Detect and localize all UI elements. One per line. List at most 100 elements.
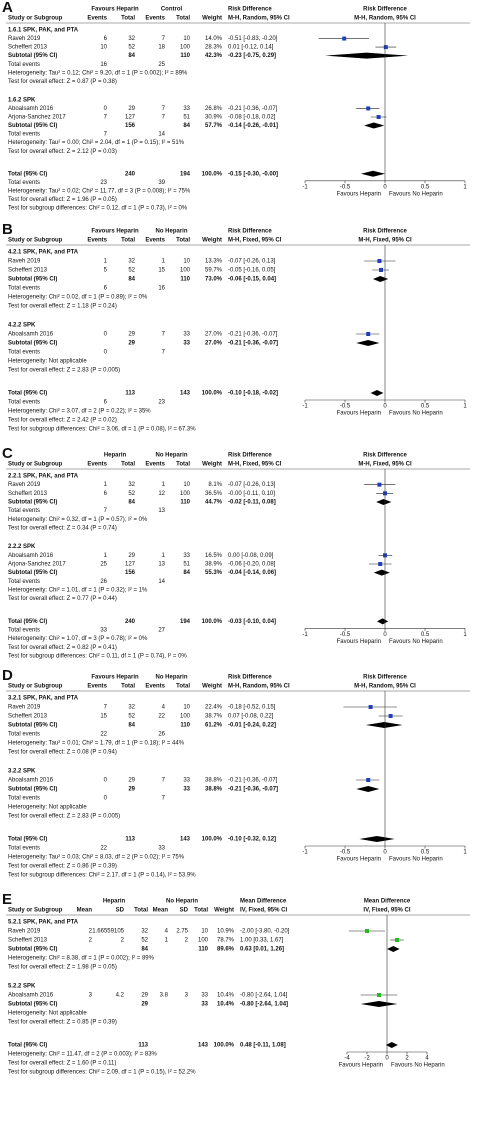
row-cell: 25 <box>158 62 165 68</box>
tick-label: 0 <box>383 632 387 638</box>
row-label: Total (95% CI) <box>8 1043 47 1049</box>
study-marker <box>368 705 373 709</box>
row-cell: 2 <box>185 938 189 944</box>
row-cell: 23 <box>100 180 107 186</box>
row-cell: 4.2 <box>116 993 125 999</box>
row-cell: 1.66559105 <box>92 929 124 935</box>
row-label: Heterogeneity: Chi² = 1.07, df = 3 (P = … <box>8 636 148 642</box>
row-label: Test for subgroup differences: Chi² = 0.… <box>8 206 188 212</box>
column-header: Study or Subgroup <box>8 238 63 244</box>
row-cell: 113 <box>125 837 135 843</box>
row-label: Subtotal (95% CI) <box>8 277 57 283</box>
study-marker <box>379 268 383 272</box>
row-cell: 38.8% <box>205 787 223 793</box>
effect-header: Mean Difference <box>240 899 287 905</box>
row-label: Subtotal (95% CI) <box>8 123 57 129</box>
row-cell: 16 <box>158 286 165 292</box>
row-cell: 1 <box>104 259 108 265</box>
row-cell: 1 <box>162 482 166 488</box>
row-label: Scheffert 2013 <box>8 268 48 274</box>
tick-label: -4 <box>344 1056 350 1062</box>
row-label: 3.2.1 SPK, PAK, and PTA <box>8 696 79 702</box>
row-cell: 127 <box>125 115 136 121</box>
row-cell: 32 <box>128 259 135 265</box>
row-cell: 100.0% <box>202 171 223 177</box>
row-cell: 27.0% <box>205 341 223 347</box>
row-cell: 143 <box>180 837 191 843</box>
study-marker <box>377 259 382 263</box>
column-header: Events <box>145 16 165 22</box>
row-cell: 23 <box>158 400 165 406</box>
pooled-diamond <box>376 499 392 505</box>
row-label: Test for overall effect: Z = 2.12 (P = 0… <box>8 149 117 155</box>
group-header: No Heparin <box>155 229 187 235</box>
column-header: M-H, Fixed, 95% CI <box>358 462 412 468</box>
row-label: Raveh 2019 <box>8 36 41 42</box>
row-label: Total (95% CI) <box>8 171 47 177</box>
row-cell: 84 <box>128 277 135 283</box>
row-label: Test for overall effect: Z = 0.86 (P = 0… <box>8 864 117 870</box>
row-label: Total events <box>8 579 40 585</box>
tick-label: 0.5 <box>421 404 430 410</box>
column-header: M-H, Fixed, 95% CI <box>228 238 282 244</box>
row-label: Test for overall effect: Z = 0.08 (P = 0… <box>8 750 117 756</box>
study-marker <box>376 115 381 119</box>
row-cell: 0 <box>104 796 108 802</box>
row-label: Test for overall effect: Z = 0.85 (P = 0… <box>8 1020 117 1026</box>
column-header: IV, Fixed, 95% CI <box>363 908 410 914</box>
row-cell: -0.05 [-0.16, 0.05] <box>228 268 276 274</box>
row-label: Heterogeneity: Not applicable <box>8 1011 87 1017</box>
column-header: Total <box>176 238 190 244</box>
row-label: Raveh 2019 <box>8 929 41 935</box>
row-label: Heterogeneity: Chi² = 1.01, df = 1 (P = … <box>8 588 148 594</box>
row-cell: 110 <box>180 277 190 283</box>
row-cell: 10 <box>183 482 190 488</box>
row-label: Subtotal (95% CI) <box>8 500 57 506</box>
row-cell: 1 <box>162 259 166 265</box>
row-cell: 29 <box>128 787 135 793</box>
panel-label: B <box>2 221 13 238</box>
column-header: Events <box>145 238 165 244</box>
row-cell: 10 <box>183 259 190 265</box>
pooled-diamond <box>356 340 380 346</box>
column-header: Events <box>145 684 165 690</box>
row-cell: 33 <box>183 341 190 347</box>
row-cell: 0 <box>104 106 108 112</box>
pooled-diamond <box>325 52 409 59</box>
row-cell: 33 <box>158 846 165 852</box>
row-label: Total events <box>8 508 40 514</box>
axis-footer: Favours No Heparin <box>389 411 443 417</box>
row-cell: 78.7% <box>217 938 235 944</box>
row-cell: 10.9% <box>217 929 235 935</box>
row-cell: 14 <box>158 579 165 585</box>
row-cell: -0.03 [-0.10, 0.04] <box>228 619 276 625</box>
row-cell: 7 <box>162 796 166 802</box>
row-cell: 55.3% <box>205 570 223 576</box>
row-cell: 27.0% <box>205 332 223 338</box>
row-cell: 7 <box>162 350 166 356</box>
row-cell: 7 <box>162 778 166 784</box>
row-cell: 113 <box>125 391 135 397</box>
row-cell: 51 <box>183 562 190 568</box>
row-cell: 7 <box>104 132 108 138</box>
row-cell: 5 <box>104 268 108 274</box>
row-label: Scheffert 2013 <box>8 714 48 720</box>
row-cell: 3 <box>185 993 189 999</box>
row-cell: -2.00 [-3.80, -0.20] <box>240 929 290 935</box>
row-label: Heterogeneity: Tau² = 0.02; Chi² = 11.77… <box>8 188 191 194</box>
column-header: M-H, Random, 95% CI <box>228 684 290 690</box>
panel-label: E <box>2 891 12 908</box>
row-label: Scheffert 2013 <box>8 938 48 944</box>
column-header: Events <box>87 238 107 244</box>
row-cell: 156 <box>125 123 136 129</box>
tick-label: 0 <box>385 1056 389 1062</box>
row-cell: 110 <box>198 947 208 953</box>
group-header: No Heparin <box>166 899 198 905</box>
row-label: Subtotal (95% CI) <box>8 570 57 576</box>
tick-label: -2 <box>364 1056 370 1062</box>
study-marker <box>388 714 393 718</box>
row-cell: 12 <box>158 491 165 497</box>
row-label: Subtotal (95% CI) <box>8 723 57 729</box>
group-header: Heparin <box>104 453 127 459</box>
